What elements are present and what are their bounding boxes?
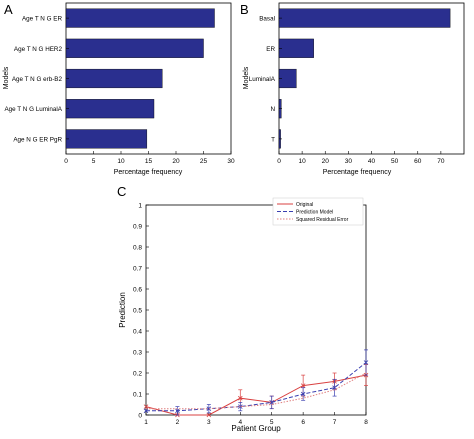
panel-label-c: C	[117, 184, 126, 199]
y-tick-label: 0.6	[133, 287, 142, 294]
y-tick-label: LuminalA	[249, 76, 276, 83]
x-tick-label: 7	[333, 419, 337, 426]
x-tick-label: 40	[368, 158, 376, 165]
bar	[65, 8, 215, 28]
bar	[278, 8, 451, 28]
chart-c-xlabel: Patient Group	[231, 424, 281, 433]
y-tick-label: 1	[138, 203, 142, 210]
x-tick-label: 50	[391, 158, 399, 165]
x-tick-label: 5	[270, 419, 274, 426]
x-tick-label: 0	[277, 158, 281, 165]
series-line	[146, 362, 367, 412]
x-tick-label: 1	[144, 419, 148, 426]
chart-b: Models Percentage frequency Basal ER Lumin…	[243, 2, 465, 176]
x-tick-label: 70	[437, 158, 445, 165]
y-tick-label: 0.4	[133, 329, 142, 336]
panel-label-b: B	[240, 2, 249, 17]
x-tick-label: 5	[92, 158, 96, 165]
x-tick-label: 0	[64, 158, 68, 165]
data-point	[206, 412, 212, 418]
chart-c-legend-box	[272, 197, 364, 226]
x-tick-label: 20	[322, 158, 330, 165]
y-tick-label: 0.3	[133, 350, 142, 357]
x-tick-label: 15	[145, 158, 153, 165]
y-tick-label: Age T N G erb-B2	[12, 76, 63, 83]
x-tick-label: 2	[176, 419, 180, 426]
y-tick-label: 0.9	[133, 224, 142, 231]
data-point	[175, 408, 180, 414]
data-point	[143, 408, 149, 414]
x-tick-label: 10	[299, 158, 307, 165]
y-tick-label: Age T N G HER2	[14, 46, 63, 53]
chart-b-ylabel: Models	[243, 66, 250, 89]
chart-b-xlabel: Percentage frequency	[323, 169, 392, 176]
x-tick-label: 20	[172, 158, 180, 165]
bar	[65, 99, 155, 119]
data-point	[332, 385, 337, 390]
y-tick-label: Basal	[259, 16, 275, 23]
x-tick-label: 8	[364, 419, 368, 426]
x-tick-label: 60	[414, 158, 422, 165]
y-tick-label: N	[270, 106, 275, 113]
y-tick-label: Age T N G LuminalA	[4, 106, 62, 113]
data-point	[363, 360, 369, 365]
series-line	[146, 372, 367, 410]
bar	[278, 38, 314, 58]
legend-label: Prediction Model	[296, 210, 333, 216]
x-tick-label: 6	[301, 419, 305, 426]
y-tick-label: Age N G ER PgR	[13, 136, 62, 143]
bar	[65, 68, 163, 89]
x-tick-label: 4	[238, 419, 242, 426]
x-tick-label: 30	[345, 158, 353, 165]
data-point	[300, 391, 306, 397]
y-tick-label: ER	[266, 46, 275, 53]
chart-c: Prediction Patient Group Original Predict…	[118, 197, 369, 433]
y-tick-label: 0.2	[133, 371, 142, 378]
data-point	[143, 404, 149, 409]
y-tick-label: T	[271, 136, 275, 143]
x-tick-label: 25	[200, 158, 208, 165]
x-tick-label: 30	[227, 158, 235, 165]
chart-a-ylabel: Models	[3, 66, 10, 89]
chart-a-xlabel: Percentage frequency	[114, 169, 183, 176]
data-point	[300, 383, 306, 388]
y-tick-label: 0	[138, 413, 142, 420]
y-tick-label: 0.8	[133, 245, 142, 252]
bar	[65, 129, 148, 149]
x-tick-label: 3	[207, 419, 211, 426]
series-line	[145, 374, 367, 416]
data-point	[238, 395, 243, 401]
panel-label-a: A	[4, 2, 13, 17]
bar	[65, 38, 204, 58]
chart-a: Models Percentage frequency Age T N G ER…	[3, 2, 235, 176]
chart-c-ylabel: Prediction	[118, 292, 127, 328]
y-tick-label: 0.7	[133, 266, 142, 273]
data-point	[206, 406, 212, 411]
legend-label: Original	[296, 202, 313, 208]
y-tick-label: 0.5	[133, 308, 142, 315]
y-tick-label: 0.1	[133, 392, 142, 399]
legend-label: Squared Residual Error	[296, 217, 349, 223]
y-tick-label: Age T N G ER	[22, 16, 62, 23]
x-tick-label: 10	[117, 158, 125, 165]
